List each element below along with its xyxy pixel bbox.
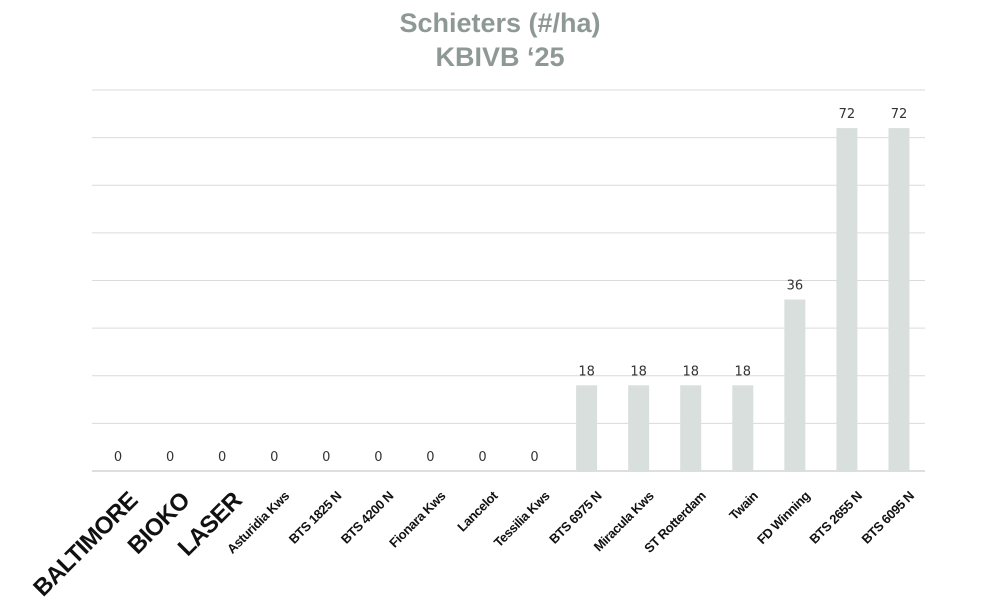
bar — [888, 128, 910, 471]
data-label: 18 — [630, 364, 647, 379]
data-label: 0 — [426, 450, 434, 465]
bar — [732, 385, 754, 471]
data-label: 0 — [322, 450, 330, 465]
bar — [576, 385, 598, 471]
data-label: 18 — [578, 364, 595, 379]
bar — [628, 385, 650, 471]
data-label: 18 — [735, 364, 752, 379]
x-tick-label: Lancelot — [454, 488, 501, 535]
bar — [680, 385, 702, 471]
data-label: 36 — [787, 279, 804, 294]
x-tick-label: FD Winning — [754, 488, 813, 547]
bar — [784, 299, 806, 471]
data-label: 0 — [114, 450, 122, 465]
data-label: 0 — [166, 450, 174, 465]
chart-title: Schieters (#/ha) — [399, 8, 600, 38]
chart-subtitle: KBIVB ‘25 — [435, 42, 564, 72]
value-labels: 0 0 0 0 0 0 0 0 0 18 18 18 18 36 72 72 — [114, 107, 907, 465]
x-tick-label: BTS 2655 N — [806, 488, 864, 546]
x-tick-label: Fionara Kws — [386, 488, 448, 550]
data-label: 0 — [374, 450, 382, 465]
bars — [576, 128, 910, 471]
x-tick-label: Twain — [726, 488, 761, 523]
data-label: 0 — [270, 450, 278, 465]
x-tick-label: Tessilia Kws — [491, 488, 553, 550]
x-tick-label: BTS 6095 N — [859, 488, 917, 546]
data-label: 0 — [530, 450, 538, 465]
bar — [836, 128, 858, 471]
data-label: 72 — [891, 107, 908, 122]
x-tick-label: BTS 1825 N — [286, 488, 344, 546]
data-label: 0 — [218, 450, 226, 465]
data-label: 72 — [839, 107, 856, 122]
data-label: 0 — [478, 450, 486, 465]
gridlines — [92, 89, 925, 472]
data-label: 18 — [682, 364, 699, 379]
